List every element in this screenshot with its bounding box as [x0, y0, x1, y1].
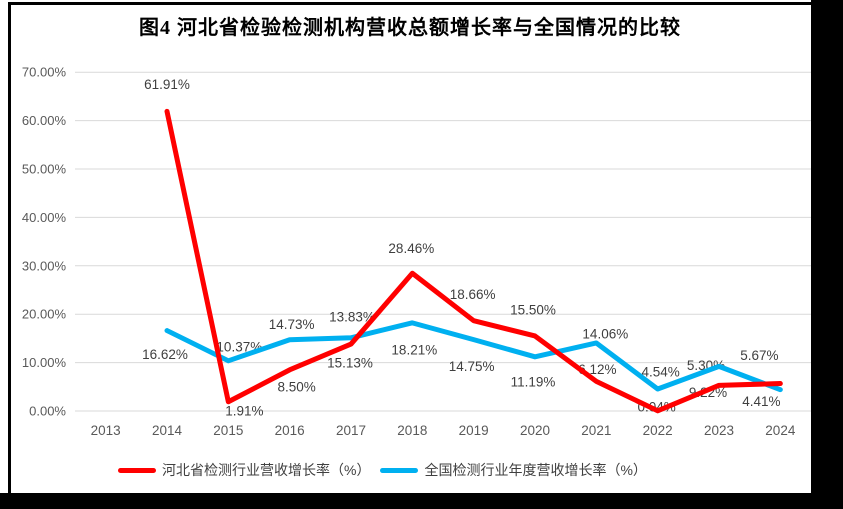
x-axis-tick-label: 2024 — [765, 423, 796, 438]
x-axis-tick-label: 2015 — [213, 423, 243, 438]
red-line-swatch-icon — [118, 467, 156, 473]
data-label-series-0: 61.91% — [144, 77, 190, 92]
data-label-series-0: 8.50% — [278, 379, 316, 394]
blue-line-swatch-icon — [380, 467, 419, 473]
series-line-0 — [164, 108, 783, 414]
data-label-series-0: 28.46% — [388, 241, 434, 256]
chart-frame-top-border — [8, 2, 843, 5]
x-axis-tick-label: 2019 — [459, 423, 489, 438]
y-axis-tick-label: 60.00% — [22, 113, 67, 128]
x-axis-tick-label: 2023 — [704, 423, 734, 438]
data-label-series-1: 15.13% — [327, 355, 373, 370]
chart-title: 图4 河北省检验检测机构营收总额增长率与全国情况的比较 — [139, 17, 681, 39]
y-axis-tick-label: 70.00% — [22, 65, 67, 80]
y-axis-tick-label: 50.00% — [22, 162, 67, 177]
y-axis-tick-label: 20.00% — [22, 307, 67, 322]
data-label-series-0: 15.50% — [510, 302, 556, 317]
series-line-1 — [164, 320, 783, 393]
data-label-series-1: 18.21% — [391, 342, 437, 357]
data-label-series-1: 4.54% — [642, 365, 680, 380]
chart-legend: 河北省检测行业营收增长率（%） 全国检测行业年度营收增长率（%） — [118, 460, 647, 480]
x-axis-tick-label: 2018 — [397, 423, 427, 438]
data-label-series-1: 11.19% — [511, 374, 556, 389]
black-bottom-bar — [0, 493, 843, 509]
data-label-series-0: 5.67% — [740, 348, 778, 363]
data-label-series-0: 1.91% — [225, 403, 263, 418]
y-axis-tick-label: 40.00% — [22, 210, 67, 225]
x-axis-tick-label: 2014 — [152, 423, 183, 438]
data-label-series-0: 18.66% — [450, 287, 496, 302]
x-axis-tick-label: 2017 — [336, 423, 366, 438]
x-axis-tick-label: 2020 — [520, 423, 550, 438]
data-label-series-1: 14.75% — [449, 359, 495, 374]
legend-label-national: 全国检测行业年度营收增长率（%） — [424, 462, 647, 478]
black-right-bar — [811, 0, 843, 509]
y-axis-tick-label: 10.00% — [22, 355, 67, 370]
x-axis-tick-label: 2016 — [275, 423, 305, 438]
data-label-series-1: 14.06% — [582, 326, 628, 341]
x-axis-tick-label: 2021 — [581, 423, 611, 438]
x-axis-tick-label: 2022 — [643, 423, 673, 438]
legend-label-hebei: 河北省检测行业营收增长率（%） — [162, 462, 371, 478]
chart-frame-left-border — [8, 2, 11, 493]
y-axis-tick-label: 0.00% — [29, 404, 66, 419]
data-label-series-0: 13.83% — [329, 310, 375, 325]
data-label-series-1: 14.73% — [269, 317, 315, 332]
y-axis-tick-label: 30.00% — [22, 258, 67, 273]
data-label-series-1: 16.62% — [142, 347, 188, 362]
data-label-series-1: 4.41% — [742, 394, 780, 409]
legend-item-national: 全国检测行业年度营收增长率（%） — [380, 460, 647, 480]
legend-item-hebei: 河北省检测行业营收增长率（%） — [118, 460, 370, 480]
x-axis-tick-label: 2013 — [91, 423, 121, 438]
